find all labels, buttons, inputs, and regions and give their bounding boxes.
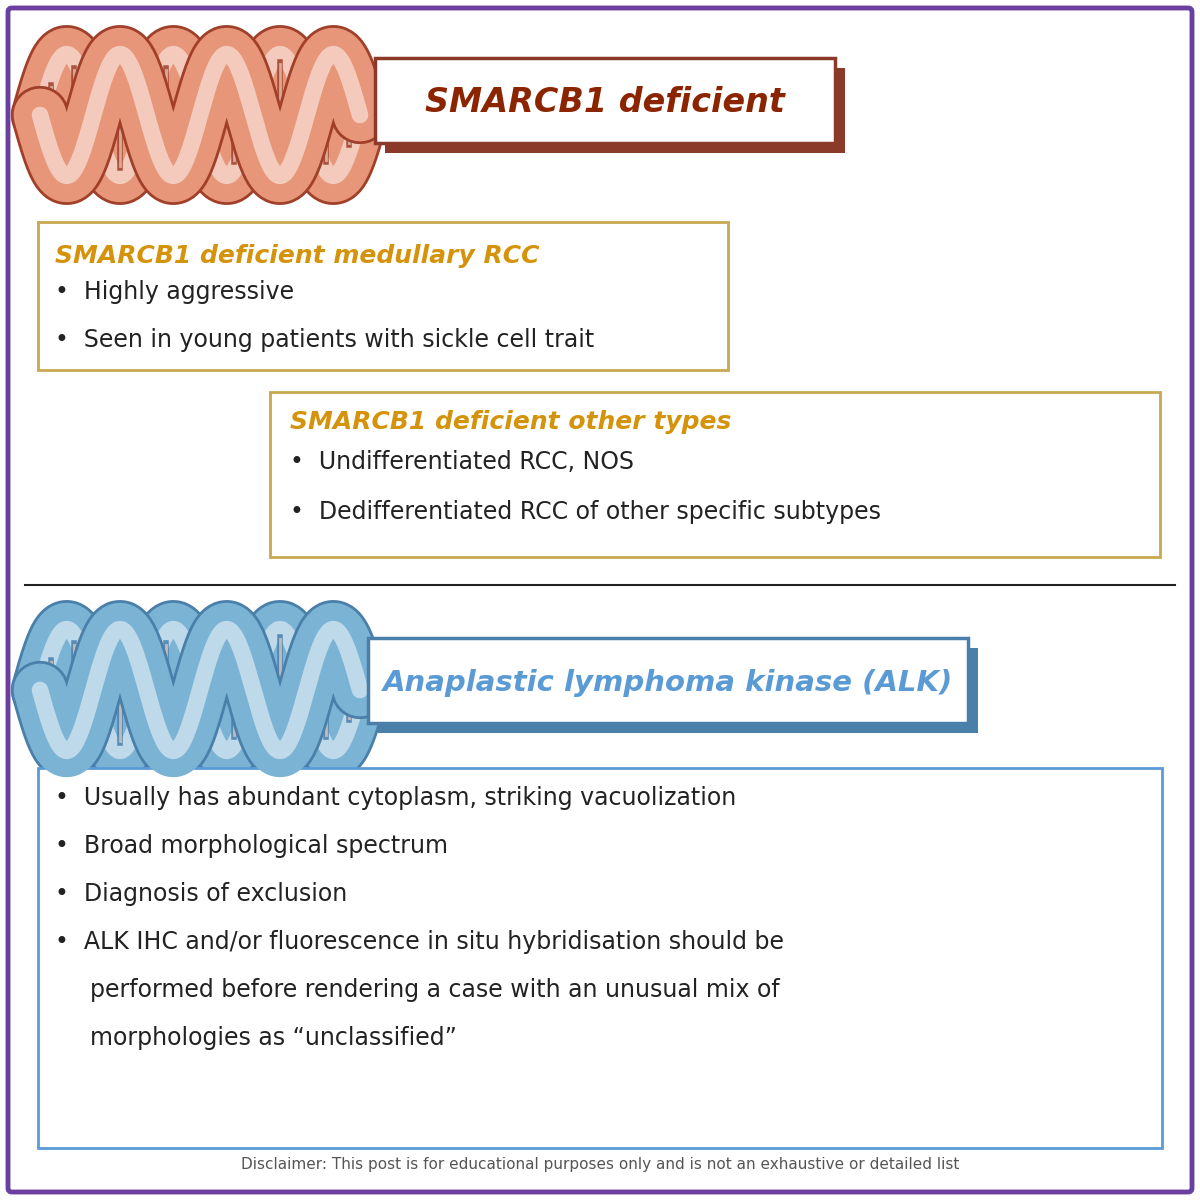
Text: •  Undifferentiated RCC, NOS: • Undifferentiated RCC, NOS <box>290 450 634 474</box>
Text: performed before rendering a case with an unusual mix of: performed before rendering a case with a… <box>90 978 780 1002</box>
Text: morphologies as “unclassified”: morphologies as “unclassified” <box>90 1026 457 1050</box>
Text: •  Diagnosis of exclusion: • Diagnosis of exclusion <box>55 882 347 906</box>
Text: SMARCB1 deficient: SMARCB1 deficient <box>425 86 785 120</box>
FancyBboxPatch shape <box>270 392 1160 557</box>
FancyBboxPatch shape <box>368 638 968 722</box>
Text: SMARCB1 deficient medullary RCC: SMARCB1 deficient medullary RCC <box>55 244 540 268</box>
Text: Disclaimer: This post is for educational purposes only and is not an exhaustive : Disclaimer: This post is for educational… <box>241 1158 959 1172</box>
FancyBboxPatch shape <box>38 222 728 370</box>
FancyBboxPatch shape <box>374 58 835 143</box>
Text: •  ALK IHC and/or fluorescence in situ hybridisation should be: • ALK IHC and/or fluorescence in situ hy… <box>55 930 784 954</box>
FancyBboxPatch shape <box>378 648 978 733</box>
Text: SMARCB1 deficient other types: SMARCB1 deficient other types <box>290 410 731 434</box>
FancyBboxPatch shape <box>38 768 1162 1148</box>
Text: •  Seen in young patients with sickle cell trait: • Seen in young patients with sickle cel… <box>55 328 594 352</box>
Text: •  Dedifferentiated RCC of other specific subtypes: • Dedifferentiated RCC of other specific… <box>290 500 881 524</box>
Text: •  Highly aggressive: • Highly aggressive <box>55 280 294 304</box>
FancyBboxPatch shape <box>385 68 845 152</box>
Text: •  Broad morphological spectrum: • Broad morphological spectrum <box>55 834 448 858</box>
Text: Anaplastic lymphoma kinase (ALK): Anaplastic lymphoma kinase (ALK) <box>383 670 953 697</box>
FancyBboxPatch shape <box>8 8 1192 1192</box>
Text: •  Usually has abundant cytoplasm, striking vacuolization: • Usually has abundant cytoplasm, striki… <box>55 786 737 810</box>
